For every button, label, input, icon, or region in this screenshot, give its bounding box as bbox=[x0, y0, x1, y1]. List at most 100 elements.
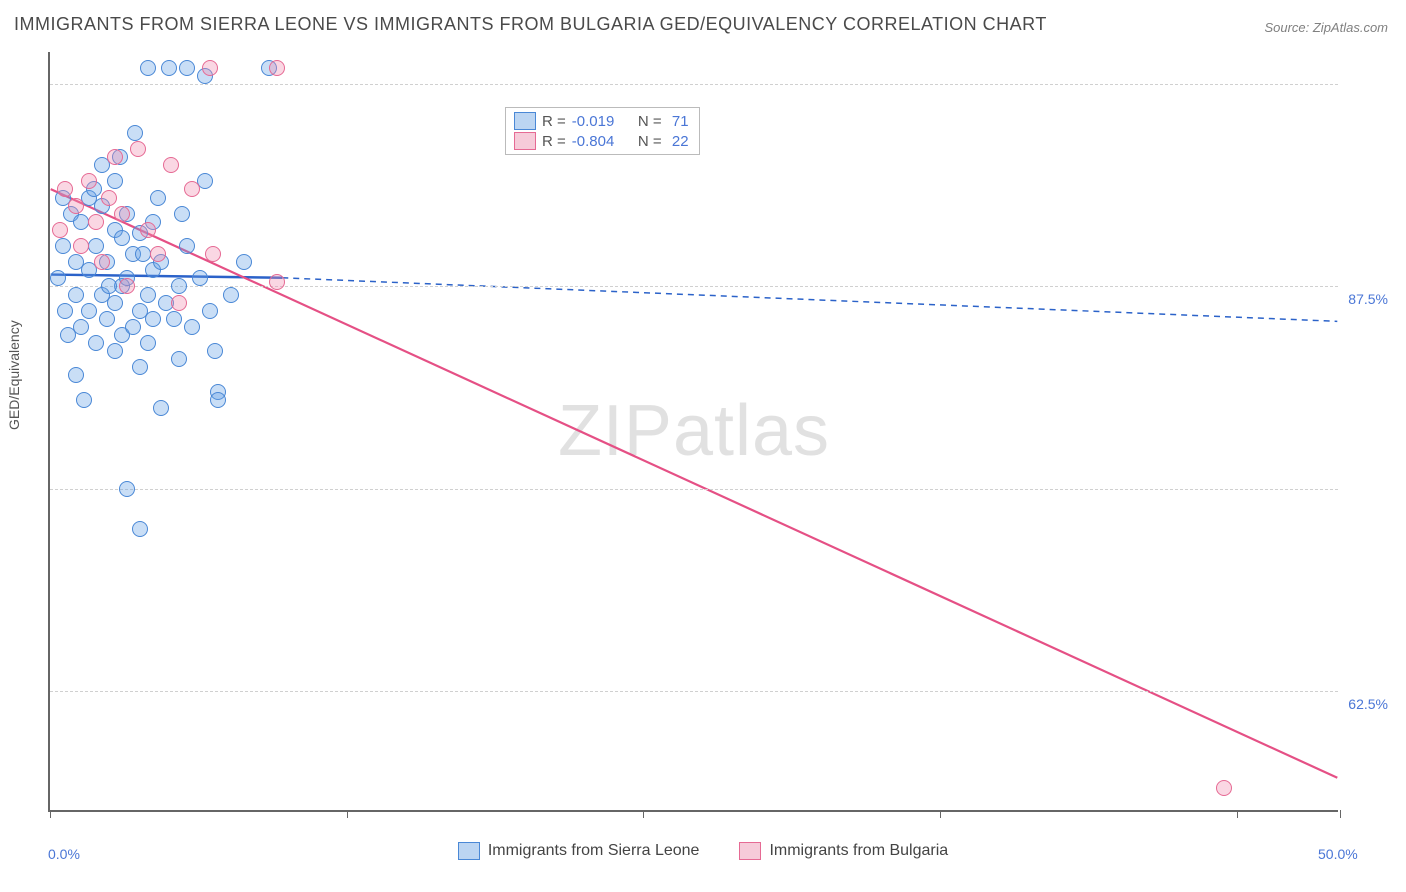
point-bulgaria bbox=[119, 278, 135, 294]
x-tick bbox=[1340, 810, 1341, 818]
point-sierra-leone bbox=[135, 246, 151, 262]
legend-r-value: -0.804 bbox=[572, 133, 628, 150]
x-tick-label: 0.0% bbox=[48, 846, 80, 862]
legend-swatch bbox=[739, 842, 761, 860]
point-bulgaria bbox=[107, 149, 123, 165]
legend-n-value: 22 bbox=[668, 133, 689, 150]
point-sierra-leone bbox=[171, 278, 187, 294]
legend-series: Immigrants from Sierra Leone Immigrants f… bbox=[0, 842, 1406, 860]
point-sierra-leone bbox=[179, 238, 195, 254]
gridline bbox=[50, 84, 1338, 85]
point-sierra-leone bbox=[107, 295, 123, 311]
gridline bbox=[50, 691, 1338, 692]
legend-series-item: Immigrants from Sierra Leone bbox=[458, 842, 700, 860]
point-sierra-leone bbox=[55, 238, 71, 254]
point-sierra-leone bbox=[184, 319, 200, 335]
legend-swatch bbox=[458, 842, 480, 860]
trend-line-extrapolated bbox=[282, 278, 1337, 322]
x-tick-label: 50.0% bbox=[1318, 846, 1358, 862]
point-sierra-leone bbox=[60, 327, 76, 343]
point-sierra-leone bbox=[236, 254, 252, 270]
trend-line bbox=[51, 189, 1338, 778]
point-bulgaria bbox=[57, 181, 73, 197]
legend-r-label: R = bbox=[542, 113, 566, 130]
legend-correlation-row: R = -0.804 N = 22 bbox=[514, 132, 689, 150]
point-bulgaria bbox=[81, 173, 97, 189]
plot-area: ZIPatlas R =-0.019 N = 71R =-0.804 N = 2… bbox=[48, 52, 1338, 812]
legend-series-item: Immigrants from Bulgaria bbox=[739, 842, 948, 860]
point-bulgaria bbox=[52, 222, 68, 238]
point-sierra-leone bbox=[88, 335, 104, 351]
legend-swatch bbox=[514, 132, 536, 150]
point-bulgaria bbox=[269, 60, 285, 76]
point-sierra-leone bbox=[68, 287, 84, 303]
legend-n-label: N = bbox=[634, 113, 662, 130]
legend-n-value: 71 bbox=[668, 113, 689, 130]
point-sierra-leone bbox=[174, 206, 190, 222]
point-bulgaria bbox=[130, 141, 146, 157]
point-sierra-leone bbox=[140, 335, 156, 351]
x-tick bbox=[940, 810, 941, 818]
point-sierra-leone bbox=[132, 521, 148, 537]
point-sierra-leone bbox=[145, 311, 161, 327]
point-sierra-leone bbox=[81, 303, 97, 319]
point-sierra-leone bbox=[150, 190, 166, 206]
point-bulgaria bbox=[202, 60, 218, 76]
point-sierra-leone bbox=[207, 343, 223, 359]
gridline bbox=[50, 286, 1338, 287]
legend-r-label: R = bbox=[542, 133, 566, 150]
legend-n-label: N = bbox=[634, 133, 662, 150]
point-sierra-leone bbox=[101, 278, 117, 294]
point-bulgaria bbox=[88, 214, 104, 230]
y-tick-label: 62.5% bbox=[1348, 696, 1388, 712]
point-bulgaria bbox=[184, 181, 200, 197]
source-attribution: Source: ZipAtlas.com bbox=[1264, 20, 1388, 35]
point-bulgaria bbox=[163, 157, 179, 173]
legend-r-value: -0.019 bbox=[572, 113, 628, 130]
point-bulgaria bbox=[269, 274, 285, 290]
point-sierra-leone bbox=[202, 303, 218, 319]
point-sierra-leone bbox=[50, 270, 66, 286]
point-sierra-leone bbox=[140, 60, 156, 76]
x-tick bbox=[50, 810, 51, 818]
point-bulgaria bbox=[1216, 780, 1232, 796]
legend-swatch bbox=[514, 112, 536, 130]
point-bulgaria bbox=[171, 295, 187, 311]
point-bulgaria bbox=[114, 206, 130, 222]
point-sierra-leone bbox=[153, 400, 169, 416]
point-bulgaria bbox=[150, 246, 166, 262]
point-sierra-leone bbox=[166, 311, 182, 327]
legend-series-label: Immigrants from Bulgaria bbox=[769, 842, 948, 860]
point-sierra-leone bbox=[68, 367, 84, 383]
point-sierra-leone bbox=[192, 270, 208, 286]
x-tick bbox=[1237, 810, 1238, 818]
point-sierra-leone bbox=[171, 351, 187, 367]
y-tick-label: 87.5% bbox=[1348, 291, 1388, 307]
trend-svg bbox=[50, 52, 1338, 810]
point-sierra-leone bbox=[125, 319, 141, 335]
point-bulgaria bbox=[205, 246, 221, 262]
point-sierra-leone bbox=[73, 214, 89, 230]
y-axis-label: GED/Equivalency bbox=[6, 320, 22, 430]
point-sierra-leone bbox=[99, 311, 115, 327]
legend-correlation: R = -0.019 N = 71 R = -0.804 N = 22 bbox=[505, 107, 700, 155]
point-bulgaria bbox=[94, 254, 110, 270]
chart-title: IMMIGRANTS FROM SIERRA LEONE VS IMMIGRAN… bbox=[14, 14, 1047, 35]
point-sierra-leone bbox=[223, 287, 239, 303]
gridline bbox=[50, 489, 1338, 490]
point-sierra-leone bbox=[107, 343, 123, 359]
point-sierra-leone bbox=[179, 60, 195, 76]
point-bulgaria bbox=[68, 198, 84, 214]
point-sierra-leone bbox=[132, 359, 148, 375]
x-tick bbox=[643, 810, 644, 818]
legend-series-label: Immigrants from Sierra Leone bbox=[488, 842, 700, 860]
legend-correlation-row: R = -0.019 N = 71 bbox=[514, 112, 689, 130]
point-sierra-leone bbox=[76, 392, 92, 408]
point-bulgaria bbox=[73, 238, 89, 254]
point-bulgaria bbox=[101, 190, 117, 206]
point-sierra-leone bbox=[88, 238, 104, 254]
x-tick bbox=[347, 810, 348, 818]
point-sierra-leone bbox=[119, 481, 135, 497]
point-sierra-leone bbox=[140, 287, 156, 303]
point-sierra-leone bbox=[107, 173, 123, 189]
